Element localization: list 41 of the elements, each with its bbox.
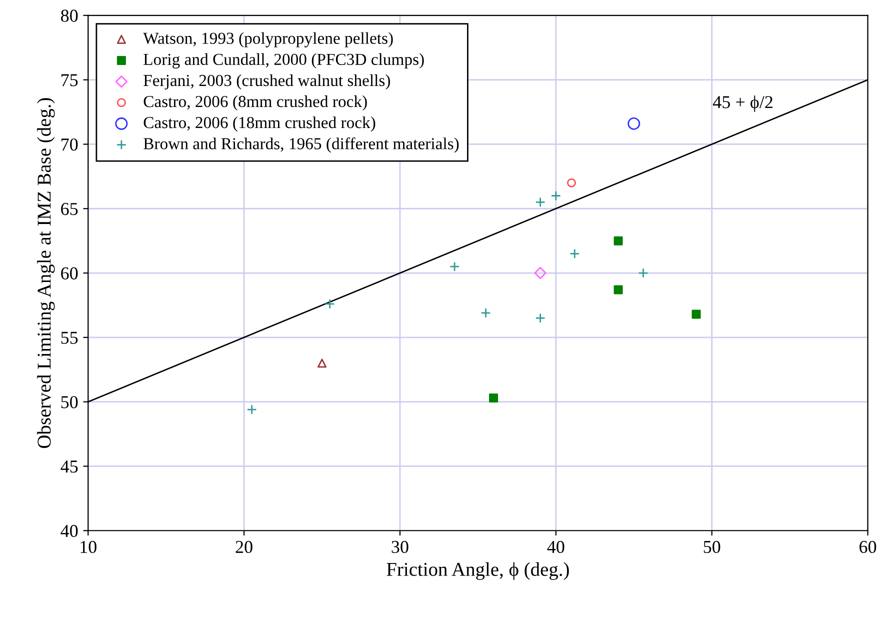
x-tick-label: 60 [860,540,876,554]
point [550,190,561,201]
y-tick-label: 65 [61,202,78,216]
point [614,236,623,246]
point [567,178,576,188]
y-tick-label: 70 [62,138,78,151]
x-tick-label: 40 [547,540,564,554]
legend-label: Castro, 2006 (8mm crushed rock) [144,95,367,111]
y-tick-label: 45 [60,460,78,473]
x-tick-label: 50 [704,540,720,554]
point [534,266,546,280]
point [628,117,640,130]
point [480,308,491,318]
legend-label: Ferjani, 2003 (crushed walnut shells) [144,74,390,90]
point [614,285,623,294]
series-label: 45 + ϕ/2 [712,96,772,112]
x-tick-label: 10 [80,540,96,554]
point [449,261,460,272]
point [324,298,335,310]
point [535,197,546,208]
point [535,313,546,324]
legend-label: Watson, 1993 (polypropylene pellets) [143,32,393,48]
y-tick-label: 75 [62,74,78,86]
point [692,310,701,319]
point [246,404,257,415]
point [570,248,580,259]
y-tick-label: 40 [60,524,78,538]
legend-label: Lorig and Cundall, 2000 (PFC3D clumps) [144,53,424,68]
point [638,268,648,278]
y-tick-label: 60 [61,267,78,280]
legend-label: Castro, 2006 (18mm crushed rock) [144,116,376,132]
point [489,393,498,402]
x-tick-label: 20 [236,540,252,554]
legend-label: Brown and Richards, 1965 (different materials) [144,137,459,153]
x-axis-title: Friction Angle, ϕ (deg.) [386,562,569,580]
y-tick-label: 50 [61,396,78,408]
y-tick-label: 80 [61,10,78,22]
y-tick-label: 55 [61,332,78,344]
y-axis-title: Observed Limiting Angle at IMZ Base (deg.) [37,98,55,448]
point [318,358,327,368]
x-tick-label: 30 [392,540,408,554]
